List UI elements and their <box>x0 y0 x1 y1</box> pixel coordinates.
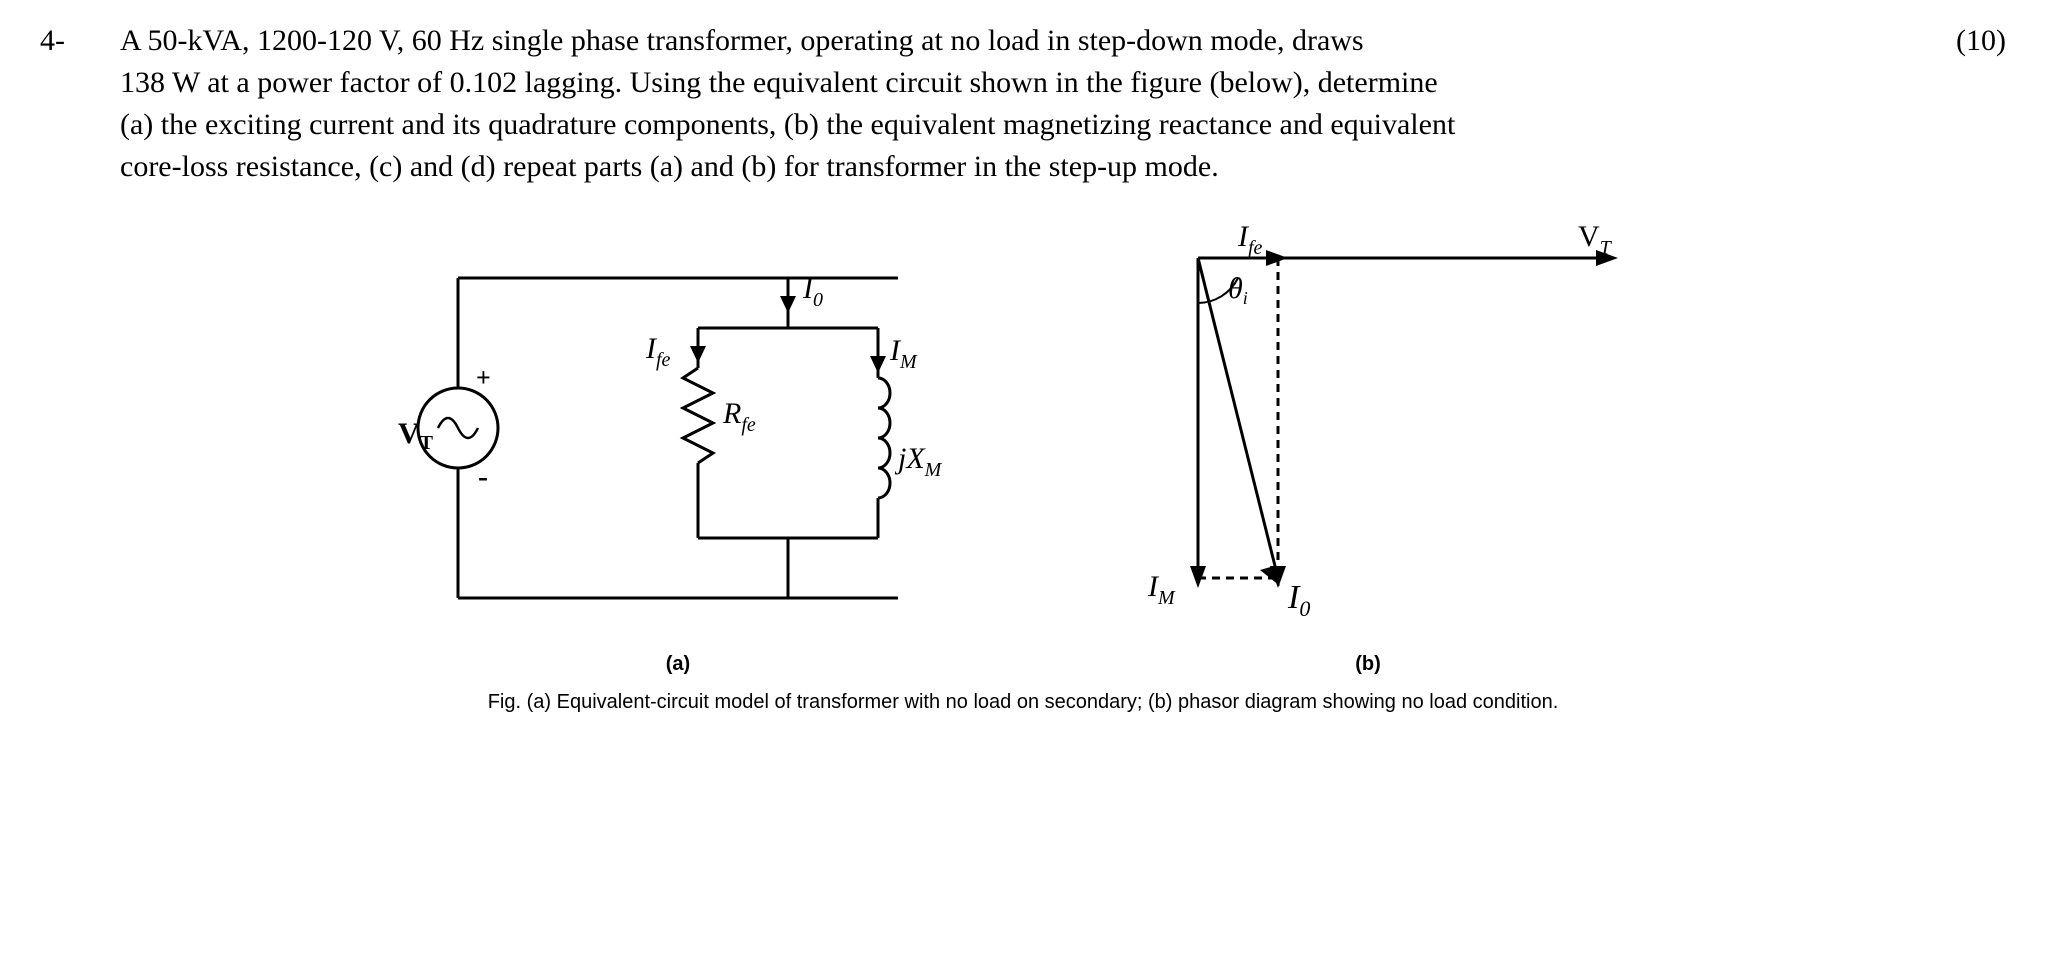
VT-label: V <box>398 417 420 450</box>
sublabel-a: (a) <box>666 650 690 678</box>
ph-theta: θ <box>1228 272 1243 305</box>
Rfe-label: R <box>722 397 741 430</box>
svg-text:Ife: Ife <box>645 332 671 371</box>
svg-text:Ife: Ife <box>1237 220 1263 259</box>
phasor-diagram: Ife VT θi IM I0 <box>1088 218 1648 638</box>
circuit-diagram-block: I0 Ife IM Rfe jXM VT + - (a) <box>398 218 958 678</box>
ph-Ife-sub: fe <box>1248 237 1263 259</box>
svg-text:VT: VT <box>1578 220 1613 259</box>
figure-area: I0 Ife IM Rfe jXM VT + - (a) <box>40 218 2006 716</box>
svg-text:IM: IM <box>889 334 918 373</box>
ph-VT-sub: T <box>1600 237 1613 259</box>
svg-text:jXM: jXM <box>894 442 943 481</box>
text-line: core-loss resistance, (c) and (d) repeat… <box>120 150 1219 183</box>
text-line: 138 W at a power factor of 0.102 lagging… <box>120 66 1438 99</box>
ph-theta-sub: i <box>1243 288 1248 308</box>
jXM-sub: M <box>924 459 943 481</box>
jXM-X: X <box>905 442 926 475</box>
VT-sub: T <box>420 432 434 454</box>
text-line: (a) the exciting current and its quadrat… <box>120 108 1455 141</box>
ph-I0-sub: 0 <box>1299 596 1310 621</box>
problem-statement: 4- A 50-kVA, 1200-120 V, 60 Hz single ph… <box>40 20 2006 188</box>
figure-caption: Fig. (a) Equivalent-circuit model of tra… <box>488 688 1559 716</box>
Rfe-sub: fe <box>741 414 756 436</box>
problem-points: (10) <box>1926 20 2006 62</box>
circuit-diagram: I0 Ife IM Rfe jXM VT + - <box>398 218 958 638</box>
plus-label: + <box>476 363 491 392</box>
Ife-sub: fe <box>656 349 671 371</box>
svg-text:I0: I0 <box>1287 579 1310 621</box>
ph-VT: V <box>1578 220 1600 253</box>
I0-sub: 0 <box>813 289 823 311</box>
problem-text: A 50-kVA, 1200-120 V, 60 Hz single phase… <box>120 20 1926 188</box>
problem-number: 4- <box>40 20 120 62</box>
svg-text:Rfe: Rfe <box>722 397 756 436</box>
text-line: A 50-kVA, 1200-120 V, 60 Hz single phase… <box>120 24 1364 57</box>
IM-sub: M <box>899 351 918 373</box>
svg-text:VT: VT <box>398 417 434 454</box>
ph-IM-sub: M <box>1157 587 1176 609</box>
svg-text:IM: IM <box>1147 570 1176 609</box>
minus-label: - <box>478 460 488 493</box>
jXM-j: j <box>894 442 906 475</box>
svg-text:θi: θi <box>1228 272 1248 308</box>
phasor-diagram-block: Ife VT θi IM I0 (b) <box>1088 218 1648 678</box>
sublabel-b: (b) <box>1355 650 1381 678</box>
